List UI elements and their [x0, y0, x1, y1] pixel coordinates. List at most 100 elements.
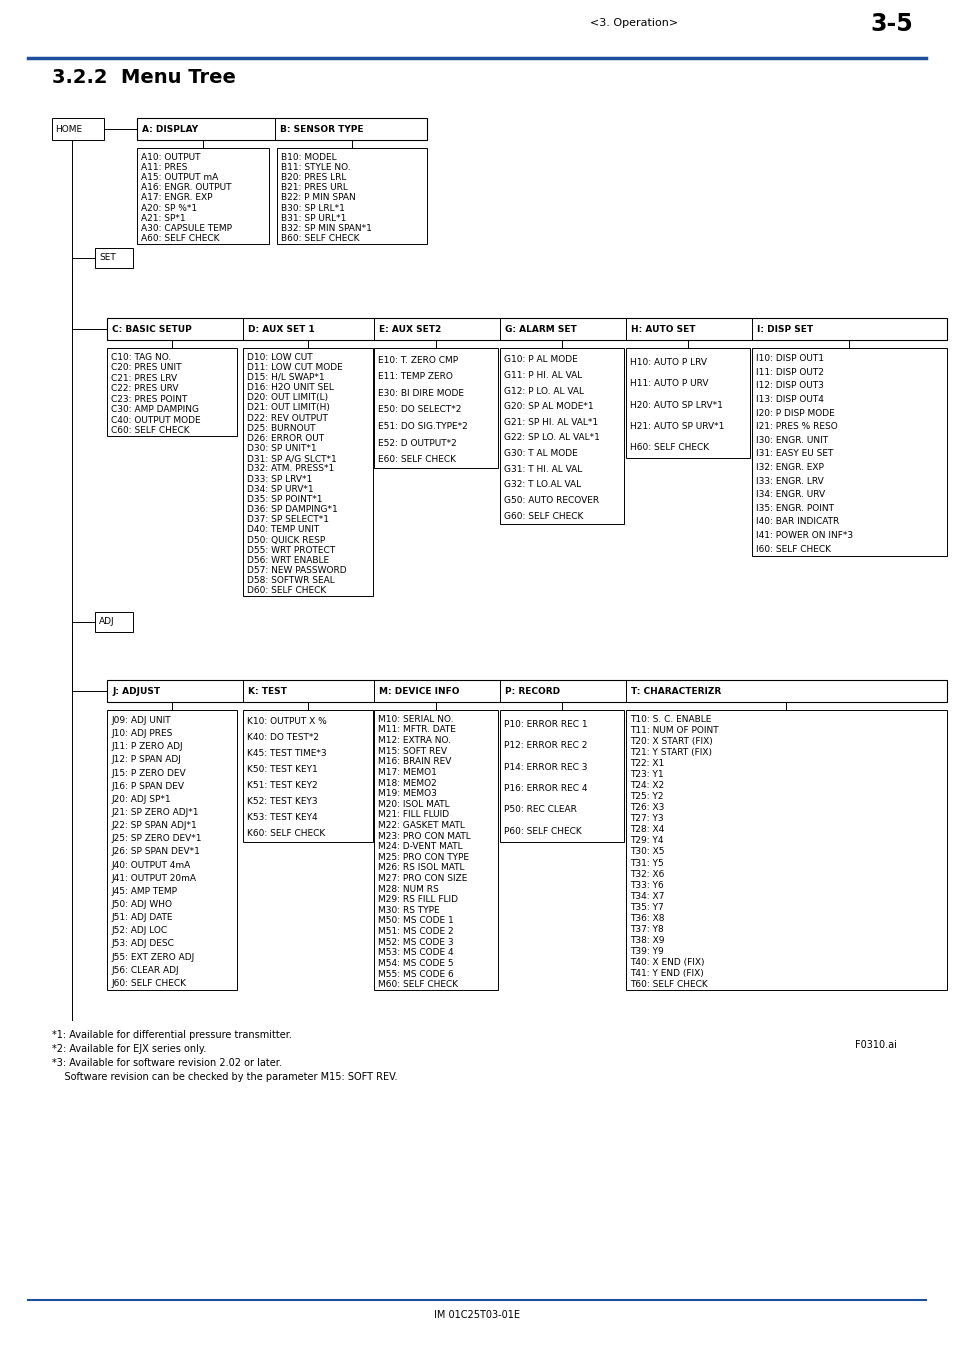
Text: J51: ADJ DATE: J51: ADJ DATE [111, 913, 172, 922]
Text: B22: P MIN SPAN: B22: P MIN SPAN [281, 193, 355, 202]
Text: M23: PRO CON MATL: M23: PRO CON MATL [377, 832, 470, 841]
Text: C22: PRES URV: C22: PRES URV [111, 385, 178, 393]
Text: H60: SELF CHECK: H60: SELF CHECK [629, 443, 708, 452]
Text: I41: POWER ON INF*3: I41: POWER ON INF*3 [755, 531, 852, 540]
Text: P60: SELF CHECK: P60: SELF CHECK [503, 826, 581, 836]
Text: J60: SELF CHECK: J60: SELF CHECK [111, 979, 186, 988]
Text: M27: PRO CON SIZE: M27: PRO CON SIZE [377, 873, 467, 883]
Text: J41: OUTPUT 20mA: J41: OUTPUT 20mA [111, 873, 195, 883]
Text: A11: PRES: A11: PRES [141, 163, 187, 171]
Text: T10: S. C. ENABLE: T10: S. C. ENABLE [629, 716, 711, 724]
Text: D25: BURNOUT: D25: BURNOUT [247, 424, 315, 433]
Text: M16: BRAIN REV: M16: BRAIN REV [377, 757, 451, 767]
Text: F0310.ai: F0310.ai [854, 1040, 896, 1050]
Text: M52: MS CODE 3: M52: MS CODE 3 [377, 938, 453, 946]
Text: T22: X1: T22: X1 [629, 759, 663, 768]
Text: G12: P LO. AL VAL: G12: P LO. AL VAL [503, 386, 583, 396]
Text: J09: ADJ UNIT: J09: ADJ UNIT [111, 716, 171, 725]
Text: A60: SELF CHECK: A60: SELF CHECK [141, 235, 219, 243]
Text: J21: SP ZERO ADJ*1: J21: SP ZERO ADJ*1 [111, 809, 198, 817]
Text: C10: TAG NO.: C10: TAG NO. [111, 352, 172, 362]
Text: T38: X9: T38: X9 [629, 936, 664, 945]
Text: M20: ISOL MATL: M20: ISOL MATL [377, 799, 449, 809]
Text: T11: NUM OF POINT: T11: NUM OF POINT [629, 726, 718, 734]
Text: T33: Y6: T33: Y6 [629, 880, 663, 890]
Text: K60: SELF CHECK: K60: SELF CHECK [247, 829, 325, 838]
Text: D16: H2O UNIT SEL: D16: H2O UNIT SEL [247, 383, 334, 392]
Text: J25: SP ZERO DEV*1: J25: SP ZERO DEV*1 [111, 834, 201, 844]
Text: T26: X3: T26: X3 [629, 803, 663, 813]
Text: T41: Y END (FIX): T41: Y END (FIX) [629, 969, 703, 977]
Text: *1: Available for differential pressure transmitter.: *1: Available for differential pressure … [52, 1030, 292, 1040]
Text: A10: OUTPUT: A10: OUTPUT [141, 153, 200, 162]
Text: D58: SOFTWR SEAL: D58: SOFTWR SEAL [247, 576, 335, 586]
Bar [107, 680, 946, 702]
Text: D: AUX SET 1: D: AUX SET 1 [248, 324, 314, 333]
Text: I: DISP SET: I: DISP SET [757, 324, 812, 333]
Text: G50: AUTO RECOVER: G50: AUTO RECOVER [503, 495, 598, 505]
Text: P12: ERROR REC 2: P12: ERROR REC 2 [503, 741, 587, 751]
Text: A15: OUTPUT mA: A15: OUTPUT mA [141, 173, 218, 182]
Text: I33: ENGR. LRV: I33: ENGR. LRV [755, 477, 822, 486]
Text: T32: X6: T32: X6 [629, 869, 663, 879]
Text: J: ADJUST: J: ADJUST [112, 687, 160, 695]
Text: I40: BAR INDICATR: I40: BAR INDICATR [755, 517, 839, 526]
Text: D35: SP POINT*1: D35: SP POINT*1 [247, 495, 322, 504]
Text: D22: REV OUTPUT: D22: REV OUTPUT [247, 413, 328, 423]
Text: J40: OUTPUT 4mA: J40: OUTPUT 4mA [111, 861, 190, 869]
Bar [95, 612, 132, 632]
Text: H: AUTO SET: H: AUTO SET [630, 324, 695, 333]
Text: I10: DISP OUT1: I10: DISP OUT1 [755, 354, 823, 363]
Text: B30: SP LRL*1: B30: SP LRL*1 [281, 204, 345, 213]
Text: M18: MEMO2: M18: MEMO2 [377, 779, 436, 787]
Text: I21: PRES % RESO: I21: PRES % RESO [755, 423, 837, 431]
Text: J12: P SPAN ADJ: J12: P SPAN ADJ [111, 756, 181, 764]
Text: J10: ADJ PRES: J10: ADJ PRES [111, 729, 172, 738]
Text: E10: T. ZERO CMP: E10: T. ZERO CMP [377, 356, 457, 365]
Text: K51: TEST KEY2: K51: TEST KEY2 [247, 782, 317, 791]
Text: T28: X4: T28: X4 [629, 825, 663, 834]
Text: I13: DISP OUT4: I13: DISP OUT4 [755, 396, 823, 404]
Text: G22: SP LO. AL VAL*1: G22: SP LO. AL VAL*1 [503, 433, 599, 443]
Bar [137, 148, 269, 244]
Text: K: TEST: K: TEST [248, 687, 287, 695]
Text: I12: DISP OUT3: I12: DISP OUT3 [755, 382, 823, 390]
Text: D56: WRT ENABLE: D56: WRT ENABLE [247, 556, 329, 564]
Text: T34: X7: T34: X7 [629, 891, 663, 900]
Text: P50: REC CLEAR: P50: REC CLEAR [503, 806, 577, 814]
Text: T40: X END (FIX): T40: X END (FIX) [629, 958, 703, 967]
Text: M25: PRO CON TYPE: M25: PRO CON TYPE [377, 853, 469, 861]
Text: M24: D-VENT MATL: M24: D-VENT MATL [377, 842, 462, 852]
Text: H21: AUTO SP URV*1: H21: AUTO SP URV*1 [629, 421, 723, 431]
Text: B60: SELF CHECK: B60: SELF CHECK [281, 235, 359, 243]
Bar [52, 117, 104, 140]
Text: J16: P SPAN DEV: J16: P SPAN DEV [111, 782, 184, 791]
Text: M11: MFTR. DATE: M11: MFTR. DATE [377, 725, 456, 734]
Text: G11: P HI. AL VAL: G11: P HI. AL VAL [503, 371, 581, 379]
Text: D15: H/L SWAP*1: D15: H/L SWAP*1 [247, 373, 324, 382]
Text: ADJ: ADJ [99, 617, 114, 626]
Text: M51: MS CODE 2: M51: MS CODE 2 [377, 927, 453, 936]
Text: D36: SP DAMPING*1: D36: SP DAMPING*1 [247, 505, 337, 514]
Bar [499, 710, 623, 842]
Text: D57: NEW PASSWORD: D57: NEW PASSWORD [247, 566, 346, 575]
Text: P14: ERROR REC 3: P14: ERROR REC 3 [503, 763, 587, 772]
Text: <3. Operation>: <3. Operation> [589, 18, 678, 28]
Text: M22: GASKET MATL: M22: GASKET MATL [377, 821, 464, 830]
Text: D33: SP LRV*1: D33: SP LRV*1 [247, 475, 312, 483]
Text: D34: SP URV*1: D34: SP URV*1 [247, 485, 314, 494]
Text: G: ALARM SET: G: ALARM SET [504, 324, 577, 333]
Text: G32: T LO.AL VAL: G32: T LO.AL VAL [503, 481, 580, 490]
Text: B31: SP URL*1: B31: SP URL*1 [281, 213, 346, 223]
Bar [107, 710, 236, 990]
Text: G20: SP AL MODE*1: G20: SP AL MODE*1 [503, 402, 593, 412]
Text: A21: SP*1: A21: SP*1 [141, 213, 186, 223]
Bar [243, 348, 373, 595]
Text: E51: DO SIG.TYPE*2: E51: DO SIG.TYPE*2 [377, 423, 467, 431]
Text: I60: SELF CHECK: I60: SELF CHECK [755, 544, 830, 554]
Text: M28: NUM RS: M28: NUM RS [377, 884, 438, 894]
Text: M12: EXTRA NO.: M12: EXTRA NO. [377, 736, 451, 745]
Text: K10: OUTPUT X %: K10: OUTPUT X % [247, 717, 327, 726]
Text: P10: ERROR REC 1: P10: ERROR REC 1 [503, 720, 587, 729]
Bar [625, 710, 946, 990]
